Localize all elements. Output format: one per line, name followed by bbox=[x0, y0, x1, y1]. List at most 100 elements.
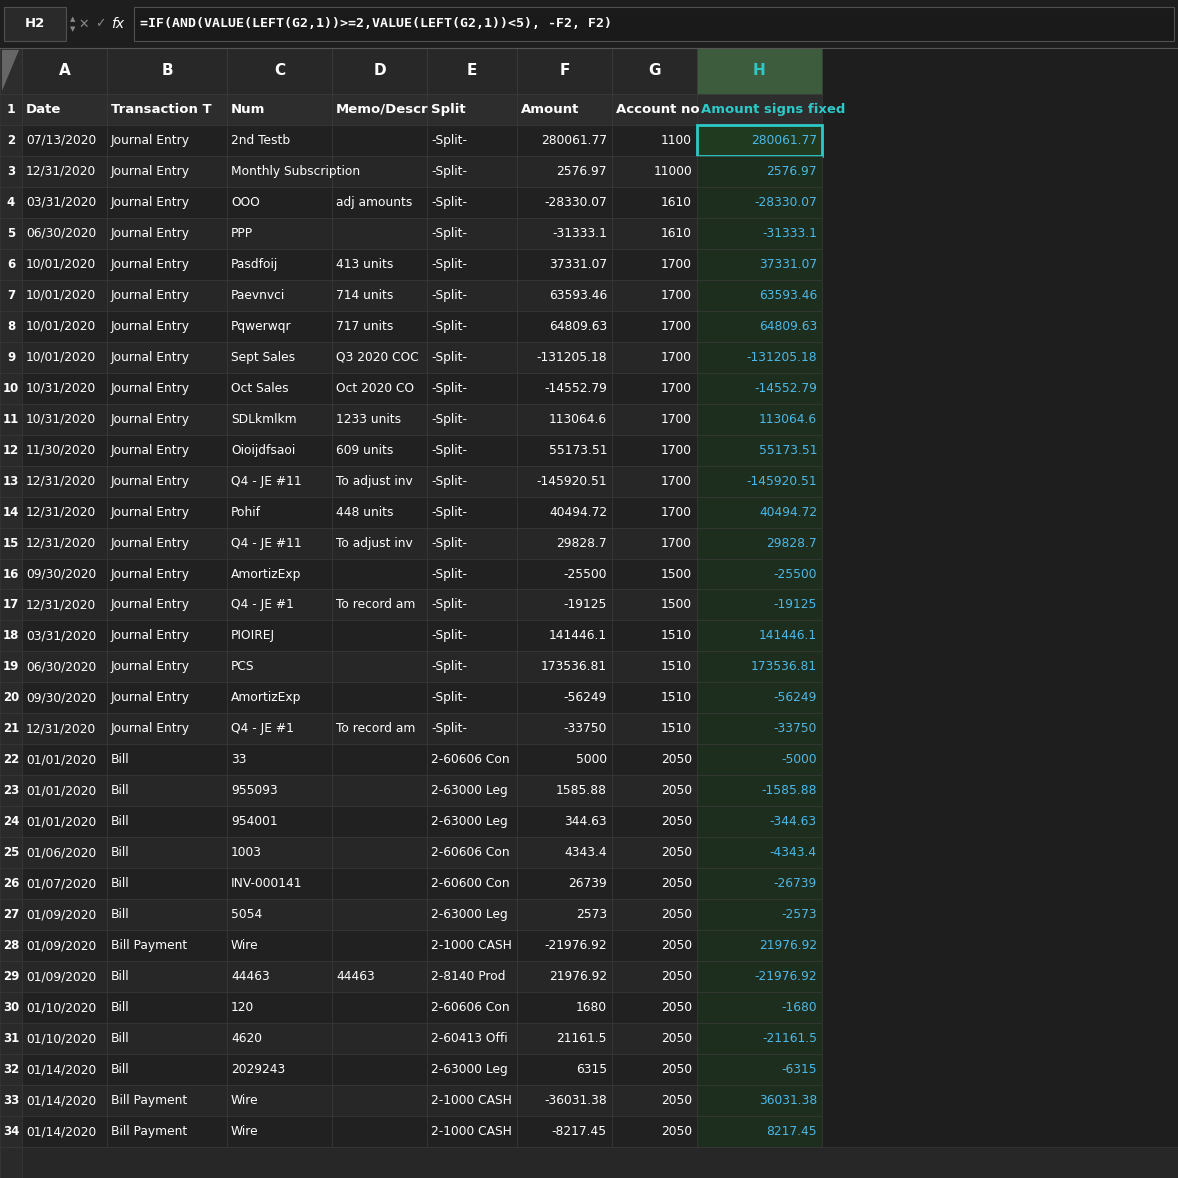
Text: 2-60606 Con: 2-60606 Con bbox=[431, 1001, 510, 1014]
Text: -Split-: -Split- bbox=[431, 444, 466, 457]
Bar bbox=[22, 311, 107, 342]
Text: -2573: -2573 bbox=[781, 908, 818, 921]
Text: 2576.97: 2576.97 bbox=[767, 165, 818, 178]
Bar bbox=[107, 497, 227, 528]
Bar bbox=[227, 187, 332, 218]
Text: 714 units: 714 units bbox=[336, 289, 393, 302]
Bar bbox=[697, 48, 822, 94]
Text: Wire: Wire bbox=[231, 1094, 259, 1107]
Text: INV-000141: INV-000141 bbox=[231, 878, 303, 891]
Text: 10: 10 bbox=[2, 382, 19, 395]
Bar bbox=[517, 279, 613, 311]
Bar bbox=[227, 868, 332, 899]
Text: Amount: Amount bbox=[521, 102, 580, 115]
Bar bbox=[0, 404, 22, 435]
Bar bbox=[426, 931, 517, 961]
Text: 55173.51: 55173.51 bbox=[549, 444, 607, 457]
Bar bbox=[426, 249, 517, 279]
Bar bbox=[426, 342, 517, 372]
Text: -131205.18: -131205.18 bbox=[536, 351, 607, 364]
Bar bbox=[22, 714, 107, 744]
Text: Pasdfoij: Pasdfoij bbox=[231, 258, 278, 271]
Bar bbox=[22, 1116, 107, 1147]
Text: 37331.07: 37331.07 bbox=[549, 258, 607, 271]
Bar bbox=[613, 404, 697, 435]
Text: 1510: 1510 bbox=[661, 661, 691, 674]
Bar bbox=[332, 899, 426, 931]
Bar bbox=[107, 1024, 227, 1054]
Bar bbox=[22, 372, 107, 404]
Bar bbox=[697, 435, 822, 465]
Text: 06/30/2020: 06/30/2020 bbox=[26, 661, 97, 674]
Bar bbox=[332, 744, 426, 775]
Text: Memo/Descr: Memo/Descr bbox=[336, 102, 429, 115]
Text: Journal Entry: Journal Entry bbox=[111, 661, 190, 674]
Bar bbox=[332, 1054, 426, 1085]
Text: 1610: 1610 bbox=[661, 227, 691, 240]
Text: 15: 15 bbox=[2, 536, 19, 550]
Bar bbox=[697, 404, 822, 435]
Text: 2029243: 2029243 bbox=[231, 1063, 285, 1076]
Bar bbox=[0, 311, 22, 342]
Text: -Split-: -Split- bbox=[431, 227, 466, 240]
Bar bbox=[613, 806, 697, 838]
Text: Split: Split bbox=[431, 102, 465, 115]
Text: Account no: Account no bbox=[616, 102, 700, 115]
Bar bbox=[613, 218, 697, 249]
Bar bbox=[517, 342, 613, 372]
Text: E: E bbox=[466, 64, 477, 79]
Bar bbox=[227, 342, 332, 372]
Text: 23: 23 bbox=[2, 785, 19, 798]
Bar bbox=[517, 125, 613, 155]
Bar bbox=[227, 311, 332, 342]
Bar bbox=[426, 868, 517, 899]
Text: 01/14/2020: 01/14/2020 bbox=[26, 1125, 97, 1138]
Bar bbox=[613, 931, 697, 961]
Text: 29828.7: 29828.7 bbox=[767, 536, 818, 550]
Text: Bill: Bill bbox=[111, 815, 130, 828]
Bar bbox=[332, 714, 426, 744]
Text: -21976.92: -21976.92 bbox=[544, 939, 607, 952]
Text: 63593.46: 63593.46 bbox=[549, 289, 607, 302]
Bar bbox=[332, 249, 426, 279]
Bar bbox=[4, 7, 66, 41]
Text: Bill Payment: Bill Payment bbox=[111, 939, 187, 952]
Text: 12/31/2020: 12/31/2020 bbox=[26, 722, 97, 735]
Text: 1610: 1610 bbox=[661, 196, 691, 209]
Text: 1: 1 bbox=[7, 102, 15, 115]
Bar bbox=[332, 1085, 426, 1116]
Text: 3: 3 bbox=[7, 165, 15, 178]
Text: -131205.18: -131205.18 bbox=[747, 351, 818, 364]
Text: 10/31/2020: 10/31/2020 bbox=[26, 382, 97, 395]
Bar bbox=[22, 931, 107, 961]
Text: 2-60606 Con: 2-60606 Con bbox=[431, 754, 510, 767]
Bar bbox=[517, 435, 613, 465]
Bar bbox=[0, 961, 22, 992]
Bar bbox=[613, 714, 697, 744]
Text: Sept Sales: Sept Sales bbox=[231, 351, 296, 364]
Bar bbox=[107, 125, 227, 155]
Bar bbox=[22, 589, 107, 621]
Text: -Split-: -Split- bbox=[431, 319, 466, 332]
Text: 2-1000 CASH: 2-1000 CASH bbox=[431, 1094, 512, 1107]
Text: 01/14/2020: 01/14/2020 bbox=[26, 1094, 97, 1107]
Text: 29828.7: 29828.7 bbox=[556, 536, 607, 550]
Text: 141446.1: 141446.1 bbox=[549, 629, 607, 642]
Bar bbox=[697, 1085, 822, 1116]
Bar bbox=[227, 465, 332, 497]
Text: 22: 22 bbox=[2, 754, 19, 767]
Text: 01/06/2020: 01/06/2020 bbox=[26, 846, 97, 859]
Bar bbox=[0, 868, 22, 899]
Text: 12/31/2020: 12/31/2020 bbox=[26, 536, 97, 550]
Bar bbox=[613, 744, 697, 775]
Text: 37331.07: 37331.07 bbox=[759, 258, 818, 271]
Text: 33: 33 bbox=[2, 1094, 19, 1107]
Bar bbox=[517, 744, 613, 775]
Bar bbox=[0, 1054, 22, 1085]
Bar bbox=[697, 744, 822, 775]
Text: Q4 - JE #11: Q4 - JE #11 bbox=[231, 475, 302, 488]
Bar bbox=[227, 155, 332, 187]
Text: 19: 19 bbox=[2, 661, 19, 674]
Bar bbox=[697, 899, 822, 931]
Text: 2050: 2050 bbox=[661, 878, 691, 891]
